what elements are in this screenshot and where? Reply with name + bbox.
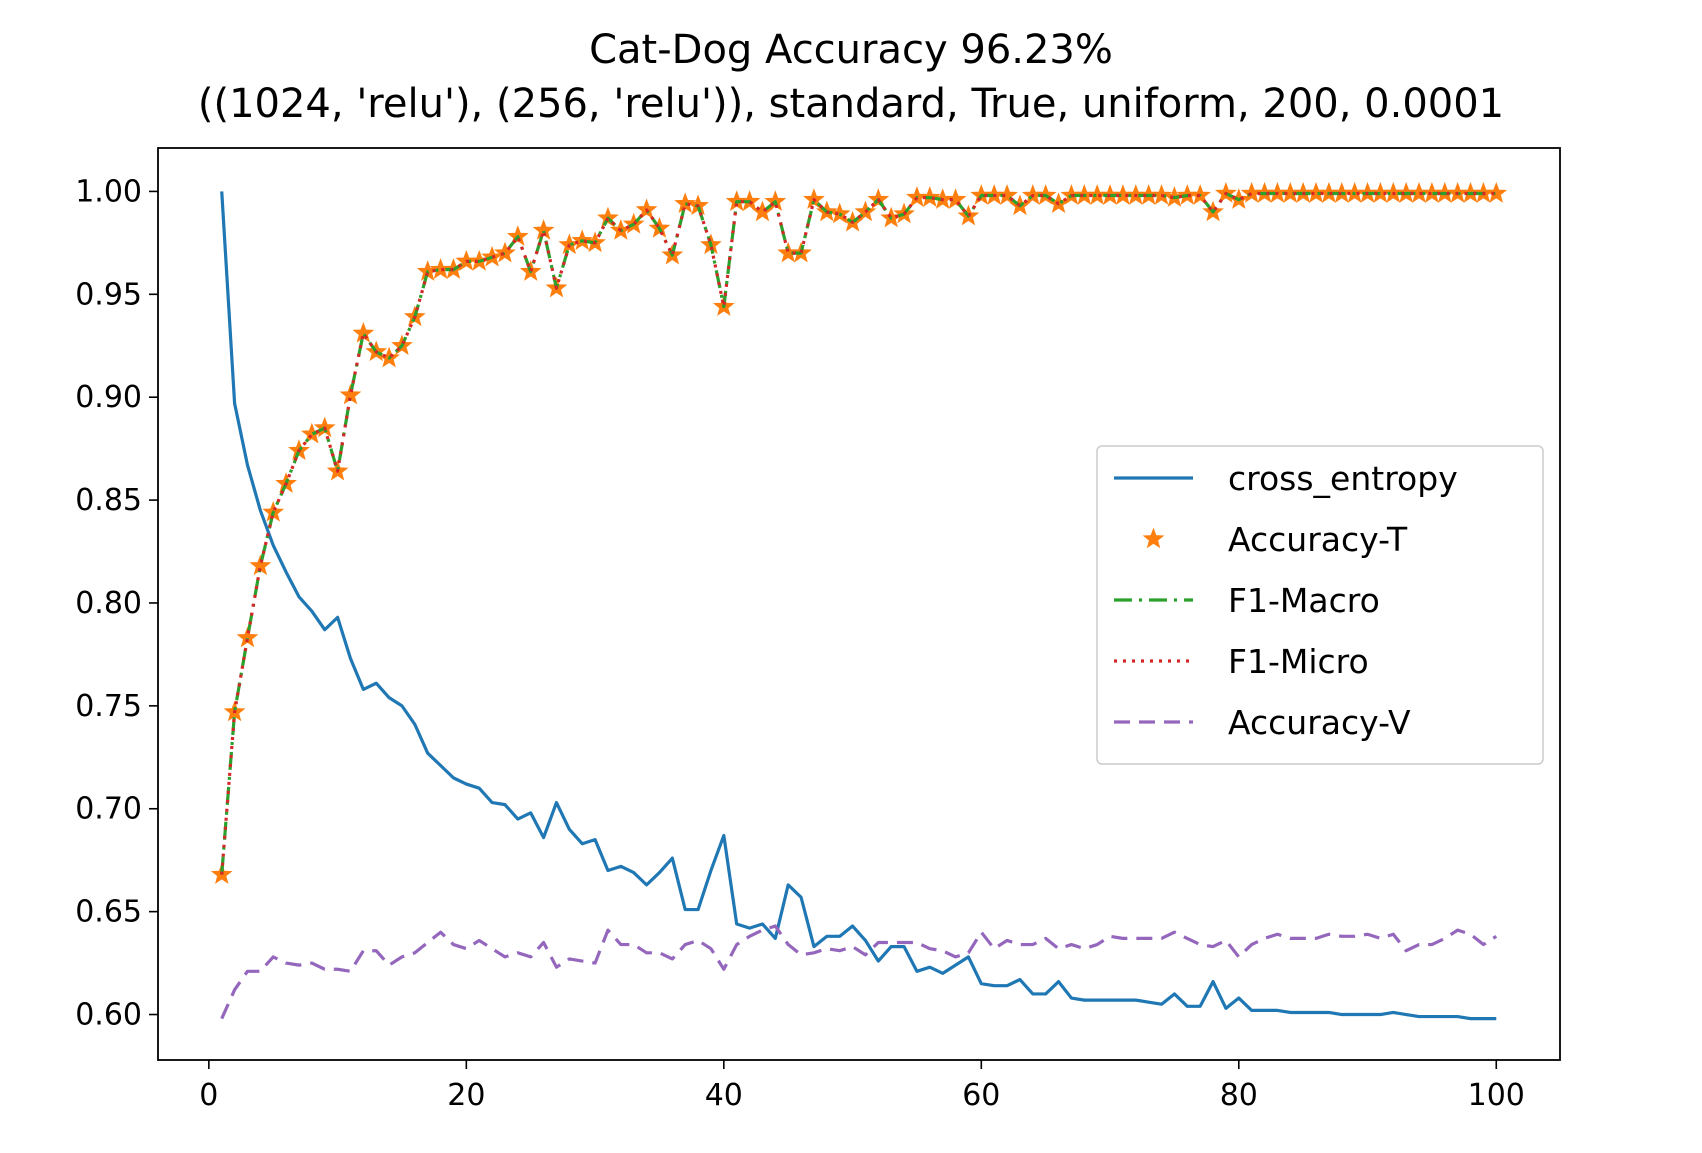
y-tick-label: 0.75 [75, 689, 142, 724]
legend-label: cross_entropy [1228, 459, 1458, 498]
series-accuracy-t-point [944, 188, 967, 209]
legend: cross_entropy Accuracy-T F1-Macro F1-Micro A… [1096, 445, 1544, 765]
legend-label: F1-Micro [1228, 642, 1369, 681]
legend-item-accuracy-t: Accuracy-T [1142, 520, 1408, 559]
y-tick-label: 0.70 [75, 792, 142, 827]
y-tick-label: 0.80 [75, 586, 142, 621]
x-tick-label: 0 [199, 1078, 218, 1113]
series-accuracy-v-line [220, 924, 1498, 1020]
legend-item-f1-micro: F1-Micro [1114, 642, 1369, 681]
series-accuracy-t-point [1485, 182, 1508, 203]
y-tick-label: 0.60 [75, 998, 142, 1033]
legend-box [1096, 445, 1544, 765]
x-tick-label: 40 [705, 1078, 743, 1113]
legend-swatch [1142, 527, 1165, 549]
series-accuracy-t-point [494, 241, 516, 263]
legend-item-f1-macro: F1-Macro [1114, 581, 1380, 620]
series-cross-entropy-line [220, 191, 1497, 1021]
legend-label: F1-Macro [1228, 581, 1380, 620]
legend-item-cross-entropy: cross_entropy [1114, 459, 1458, 498]
y-tick-label: 1.00 [75, 174, 142, 209]
chart-title: Cat-Dog Accuracy 96.23% [589, 27, 1113, 73]
y-tick-label: 0.95 [75, 277, 142, 312]
chart-subtitle: ((1024, 'relu'), (256, 'relu')), standar… [198, 81, 1504, 127]
plot-area [210, 182, 1508, 1021]
legend-label: Accuracy-V [1228, 703, 1411, 742]
axes-frame [157, 147, 1561, 1061]
legend-item-accuracy-v: Accuracy-V [1114, 703, 1411, 742]
x-tick-label: 60 [962, 1078, 1000, 1113]
axis-ticks: 0 20 40 60 80 100 0.60 0.65 0.70 0.75 0.80 0.85 0.90… [75, 174, 1525, 1113]
x-tick-label: 100 [1468, 1078, 1525, 1113]
y-tick-label: 0.85 [75, 483, 142, 518]
y-tick-label: 0.65 [75, 895, 142, 930]
x-tick-label: 80 [1220, 1078, 1258, 1113]
legend-label: Accuracy-T [1228, 520, 1408, 559]
series-f1-micro-line [220, 191, 1497, 875]
y-tick-label: 0.90 [75, 380, 142, 415]
x-tick-label: 20 [447, 1078, 485, 1113]
series-accuracy-t-point [996, 184, 1018, 205]
